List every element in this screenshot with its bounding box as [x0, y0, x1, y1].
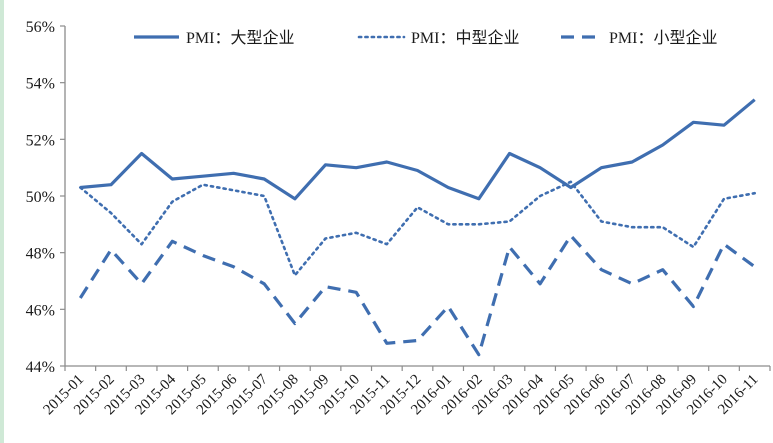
pmi-line-chart: 44% 46% 48% 50% 52% 54% 56% 2015-012015-022015… — [26, 19, 771, 418]
y-tick-label: 44% — [26, 359, 55, 376]
y-tick-label: 46% — [26, 302, 55, 319]
y-axis: 44% 46% 48% 50% 52% 54% 56% — [26, 19, 66, 376]
y-tick-label: 54% — [26, 76, 55, 93]
x-axis: 2015-012015-022015-032015-042015-052015-… — [40, 365, 771, 418]
legend-label: PMI：大型企业 — [186, 29, 294, 47]
y-tick-label: 52% — [26, 132, 55, 149]
legend: PMI：大型企业 PMI：中型企业 PMI：小型企业 — [134, 29, 717, 47]
series-line-dotted — [79, 180, 757, 277]
y-tick-label: 56% — [26, 19, 55, 36]
series-line-solid — [80, 98, 756, 201]
y-tick-label: 48% — [26, 246, 55, 263]
legend-label: PMI：小型企业 — [609, 29, 717, 47]
legend-label: PMI：中型企业 — [411, 29, 519, 47]
series-group — [78, 98, 757, 357]
y-tick-label: 50% — [26, 189, 55, 206]
series-line-dashed — [78, 234, 756, 357]
